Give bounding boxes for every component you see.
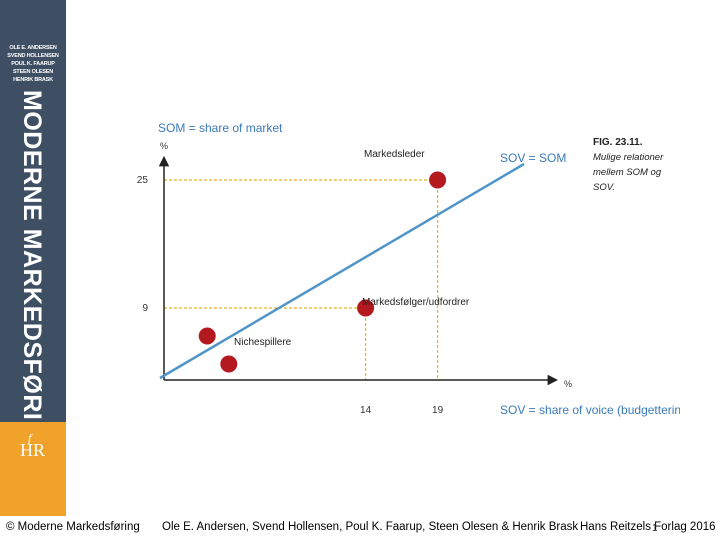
data-point [220, 355, 238, 373]
author-list: OLE E. ANDERSEN SVEND HOLLENSEN POUL K. … [0, 44, 66, 84]
figure-caption-line: mellem SOM og [593, 167, 662, 178]
author-name: HENRIK BRASK [13, 77, 53, 83]
footer-authors: Ole E. Andersen, Svend Hollensen, Poul K… [162, 521, 579, 533]
sov-som-line [159, 162, 525, 380]
author-name: SVEND HOLLENSEN [7, 53, 59, 59]
guide-lines [164, 179, 439, 380]
author-name: STEEN OLESEN [12, 69, 54, 75]
sidebar-panel [0, 0, 66, 422]
publisher-logo-f: f [28, 431, 32, 445]
sov-som-label: SOV = SOM [500, 151, 566, 165]
publisher-logo-icon: HR [20, 440, 46, 460]
x-axis-unit: % [564, 379, 572, 389]
y-tick-label: 9 [142, 303, 148, 314]
chart-title: SOM = share of market [158, 121, 283, 135]
data-point [429, 171, 447, 189]
x-tick-label: 19 [432, 405, 444, 416]
figure-number: FIG. 23.11. [593, 137, 643, 148]
som-sov-chart: SOM = share of market % % SOV = SOM 9 25 1… [137, 121, 680, 417]
data-point [357, 299, 375, 317]
publisher-logo-box [0, 422, 66, 516]
y-tick-label: 25 [137, 175, 149, 186]
figure-caption-line: SOV. [593, 182, 615, 193]
tick-labels: 9 25 14 19 [137, 175, 444, 416]
figure-caption-line: Mulige relationer [593, 152, 664, 163]
point-label-nichespillere: Nichespillere [234, 337, 292, 348]
book-title: MODERNE MARKEDSFØRING [18, 90, 46, 459]
author-name: POUL K. FAARUP [11, 61, 55, 67]
data-point [198, 327, 216, 345]
author-name: OLE E. ANDERSEN [9, 45, 57, 51]
point-label-markedsfolger: Markedsfølger/udfordrer [362, 297, 470, 308]
x-axis-title: SOV = share of voice (budgettering) [500, 403, 680, 417]
footer-copyright: © Moderne Markedsføring [6, 521, 140, 533]
x-tick-label: 14 [360, 405, 372, 416]
data-points [198, 171, 447, 373]
point-label-markedsleder: Markedsleder [364, 149, 425, 160]
y-axis-unit: % [160, 141, 168, 151]
page-number: 1 [652, 523, 658, 534]
footer-publisher: Hans Reitzels Forlag 2016 [580, 521, 716, 533]
